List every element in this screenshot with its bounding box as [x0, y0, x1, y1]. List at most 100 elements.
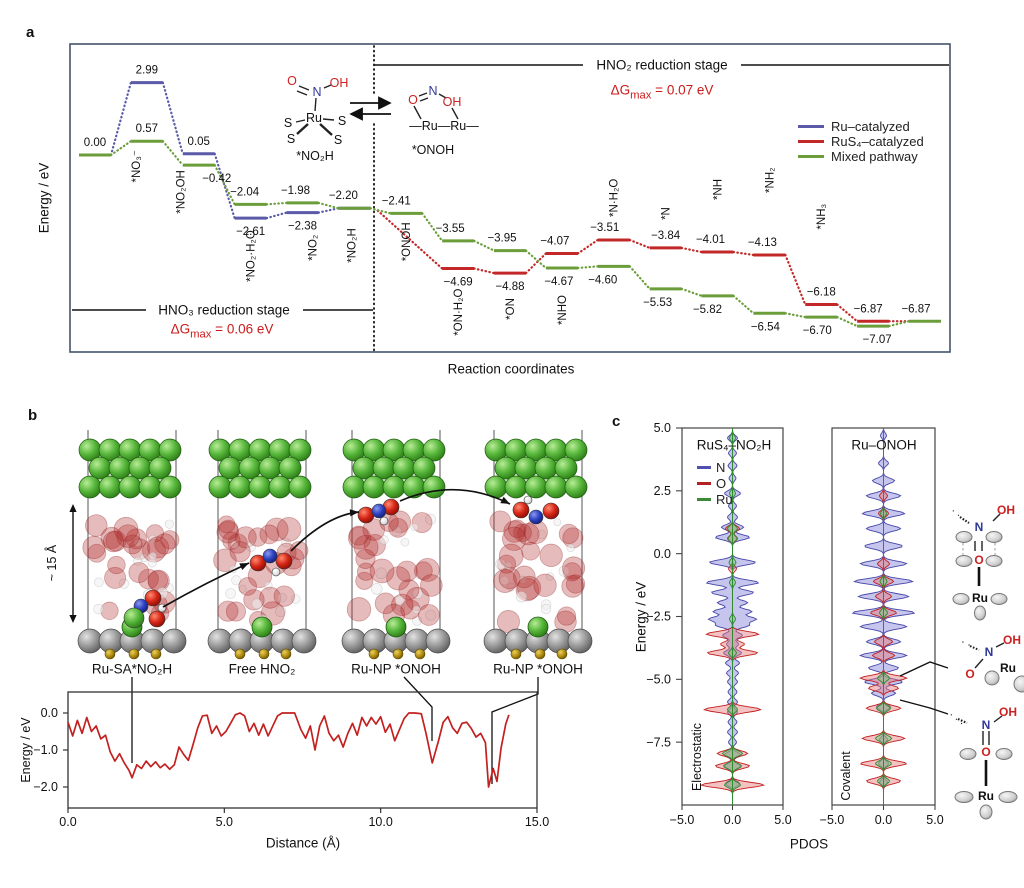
water-hydrogen-atom [277, 592, 287, 603]
panel-b-x-axis-label: Distance (Å) [265, 835, 341, 851]
x-tick-label: 5.0 [774, 813, 791, 827]
x-tick-label: 0.0 [59, 815, 76, 829]
water-oxygen-atom [113, 516, 139, 542]
water-oxygen-atom [369, 558, 395, 584]
panel-c-graphics: −5.0 0.0 5.0 −5.0 0.0 5.0 5.0 2.5 0.0 −2.5 −5.0 −7.… [646, 421, 1024, 827]
pdos-annotation-electrostatic: Electrostatic [690, 722, 704, 792]
arrow-head [500, 496, 510, 504]
pathway-connector [213, 152, 236, 220]
water-oxygen-atom [154, 533, 176, 555]
molecule-transfer-arrow [399, 488, 511, 505]
simulation-box-height-label: ~ 15 Å [45, 544, 59, 582]
water-oxygen-atom [503, 520, 526, 543]
support-atom [341, 628, 367, 654]
water-hydrogen-atom [164, 519, 175, 529]
mo2-ru-label: Ru [1000, 661, 1016, 675]
panel-a-chart: 2.99 0.05 −2.61 −2.38 −4.69 −4.88 −4.07 −3.51 −3… [69, 43, 951, 353]
water-oxygen-atom [539, 543, 563, 567]
pdos-orbital-connector-lines [899, 661, 949, 715]
water-oxygen-atom [561, 575, 584, 598]
stage-lines [72, 64, 949, 311]
pathway-connector [421, 212, 444, 243]
water-oxygen-atom [415, 557, 440, 582]
pathway-connector [732, 294, 755, 315]
sulfur-atom [128, 648, 140, 660]
water-hydrogen-atom [506, 582, 516, 592]
electrode-atom [158, 438, 182, 462]
water-oxygen-atom [521, 541, 540, 561]
pathway-connector [473, 239, 496, 252]
energy-value-label: −3.51 [590, 222, 619, 234]
energy-value-label: −6.54 [751, 321, 781, 333]
electrode-atom [412, 456, 436, 480]
water-hydrogen-atom [553, 518, 562, 527]
electrode-atom [98, 475, 122, 499]
mo1-o-label: O [974, 553, 984, 567]
electrode-atom [534, 456, 558, 480]
arrow-head [349, 509, 359, 517]
energy-value-label: −2.41 [382, 195, 411, 207]
water-oxygen-atom [100, 526, 123, 550]
water-oxygen-atom [289, 541, 309, 561]
water-oxygen-atom [493, 569, 517, 593]
pathway-connector [784, 253, 807, 306]
water-oxygen-atom [356, 562, 376, 581]
legend-line-mixed [798, 155, 824, 158]
support-atom [567, 628, 593, 654]
molecule-atom-O [144, 589, 162, 607]
energy-value-label: −6.87 [901, 303, 930, 315]
electrode-atom [342, 475, 366, 499]
electrode-atom [402, 475, 426, 499]
water-oxygen-atom [374, 592, 397, 615]
water-hydrogen-atom [566, 543, 575, 553]
pathway-connector [576, 265, 599, 270]
energy-value-label: −3.84 [651, 230, 681, 242]
energy-value-label: −7.07 [863, 334, 892, 346]
water-hydrogen-atom [371, 583, 383, 595]
molecule-atom-O [275, 552, 293, 570]
energy-value-label: 0.00 [84, 137, 106, 149]
water-hydrogen-atom [411, 615, 422, 626]
energy-value-label: −2.61 [236, 226, 265, 238]
support-atom [77, 628, 103, 654]
water-oxygen-atom [229, 541, 251, 563]
water-hydrogen-atom [238, 584, 247, 593]
svg-text:· ·: · · [959, 636, 973, 651]
legend-item-ru: Ru–catalyzed [798, 119, 910, 134]
panel-b-graphics: 0.0 5.0 10.0 15.0 0.0 −1.0 −2.0 [33, 430, 593, 829]
panel-a-label: a [26, 24, 35, 41]
hno3-stage-title: HNO₃ reduction stage [158, 302, 290, 318]
electrode-atom [544, 475, 568, 499]
pdos-plot-1-title: RuS₄–NO₂H [696, 437, 772, 453]
inset-left-n: N [312, 85, 322, 99]
species-label: *NO₂·H₂O [246, 230, 258, 282]
water-hydrogen-atom [394, 595, 405, 606]
molecule-transfer-arrow [162, 562, 250, 608]
panel-a-border [69, 43, 951, 353]
energy-value-label: −4.13 [748, 237, 777, 249]
panel-c-y-axis-label: Energy / eV [633, 581, 649, 653]
species-label: *NH₂ [764, 167, 776, 193]
species-label: *NH₃ [816, 203, 828, 229]
molecule-atom-Ru [123, 607, 145, 629]
water-oxygen-atom [396, 560, 418, 583]
energy-value-label: −1.98 [281, 185, 310, 197]
pathway-connector [732, 250, 755, 257]
snapshot-callout-line [403, 676, 433, 741]
energy-value-label: −6.18 [807, 287, 836, 299]
free-energy-curve [68, 712, 510, 788]
electrode-atom [148, 456, 172, 480]
water-oxygen-atom [355, 571, 374, 590]
water-oxygen-atom [82, 535, 106, 560]
mo1-oh-label: OH [997, 503, 1015, 517]
water-hydrogen-atom [231, 575, 242, 586]
water-oxygen-atom [225, 601, 247, 622]
water-oxygen-atom [147, 569, 170, 592]
electrode-atom [524, 475, 548, 499]
electrode-atom [228, 475, 252, 499]
ru-single-atom [527, 616, 549, 638]
pathway-connector [680, 287, 703, 297]
molecule-atom-N [528, 509, 544, 525]
y-tick-label: 2.5 [654, 484, 671, 498]
